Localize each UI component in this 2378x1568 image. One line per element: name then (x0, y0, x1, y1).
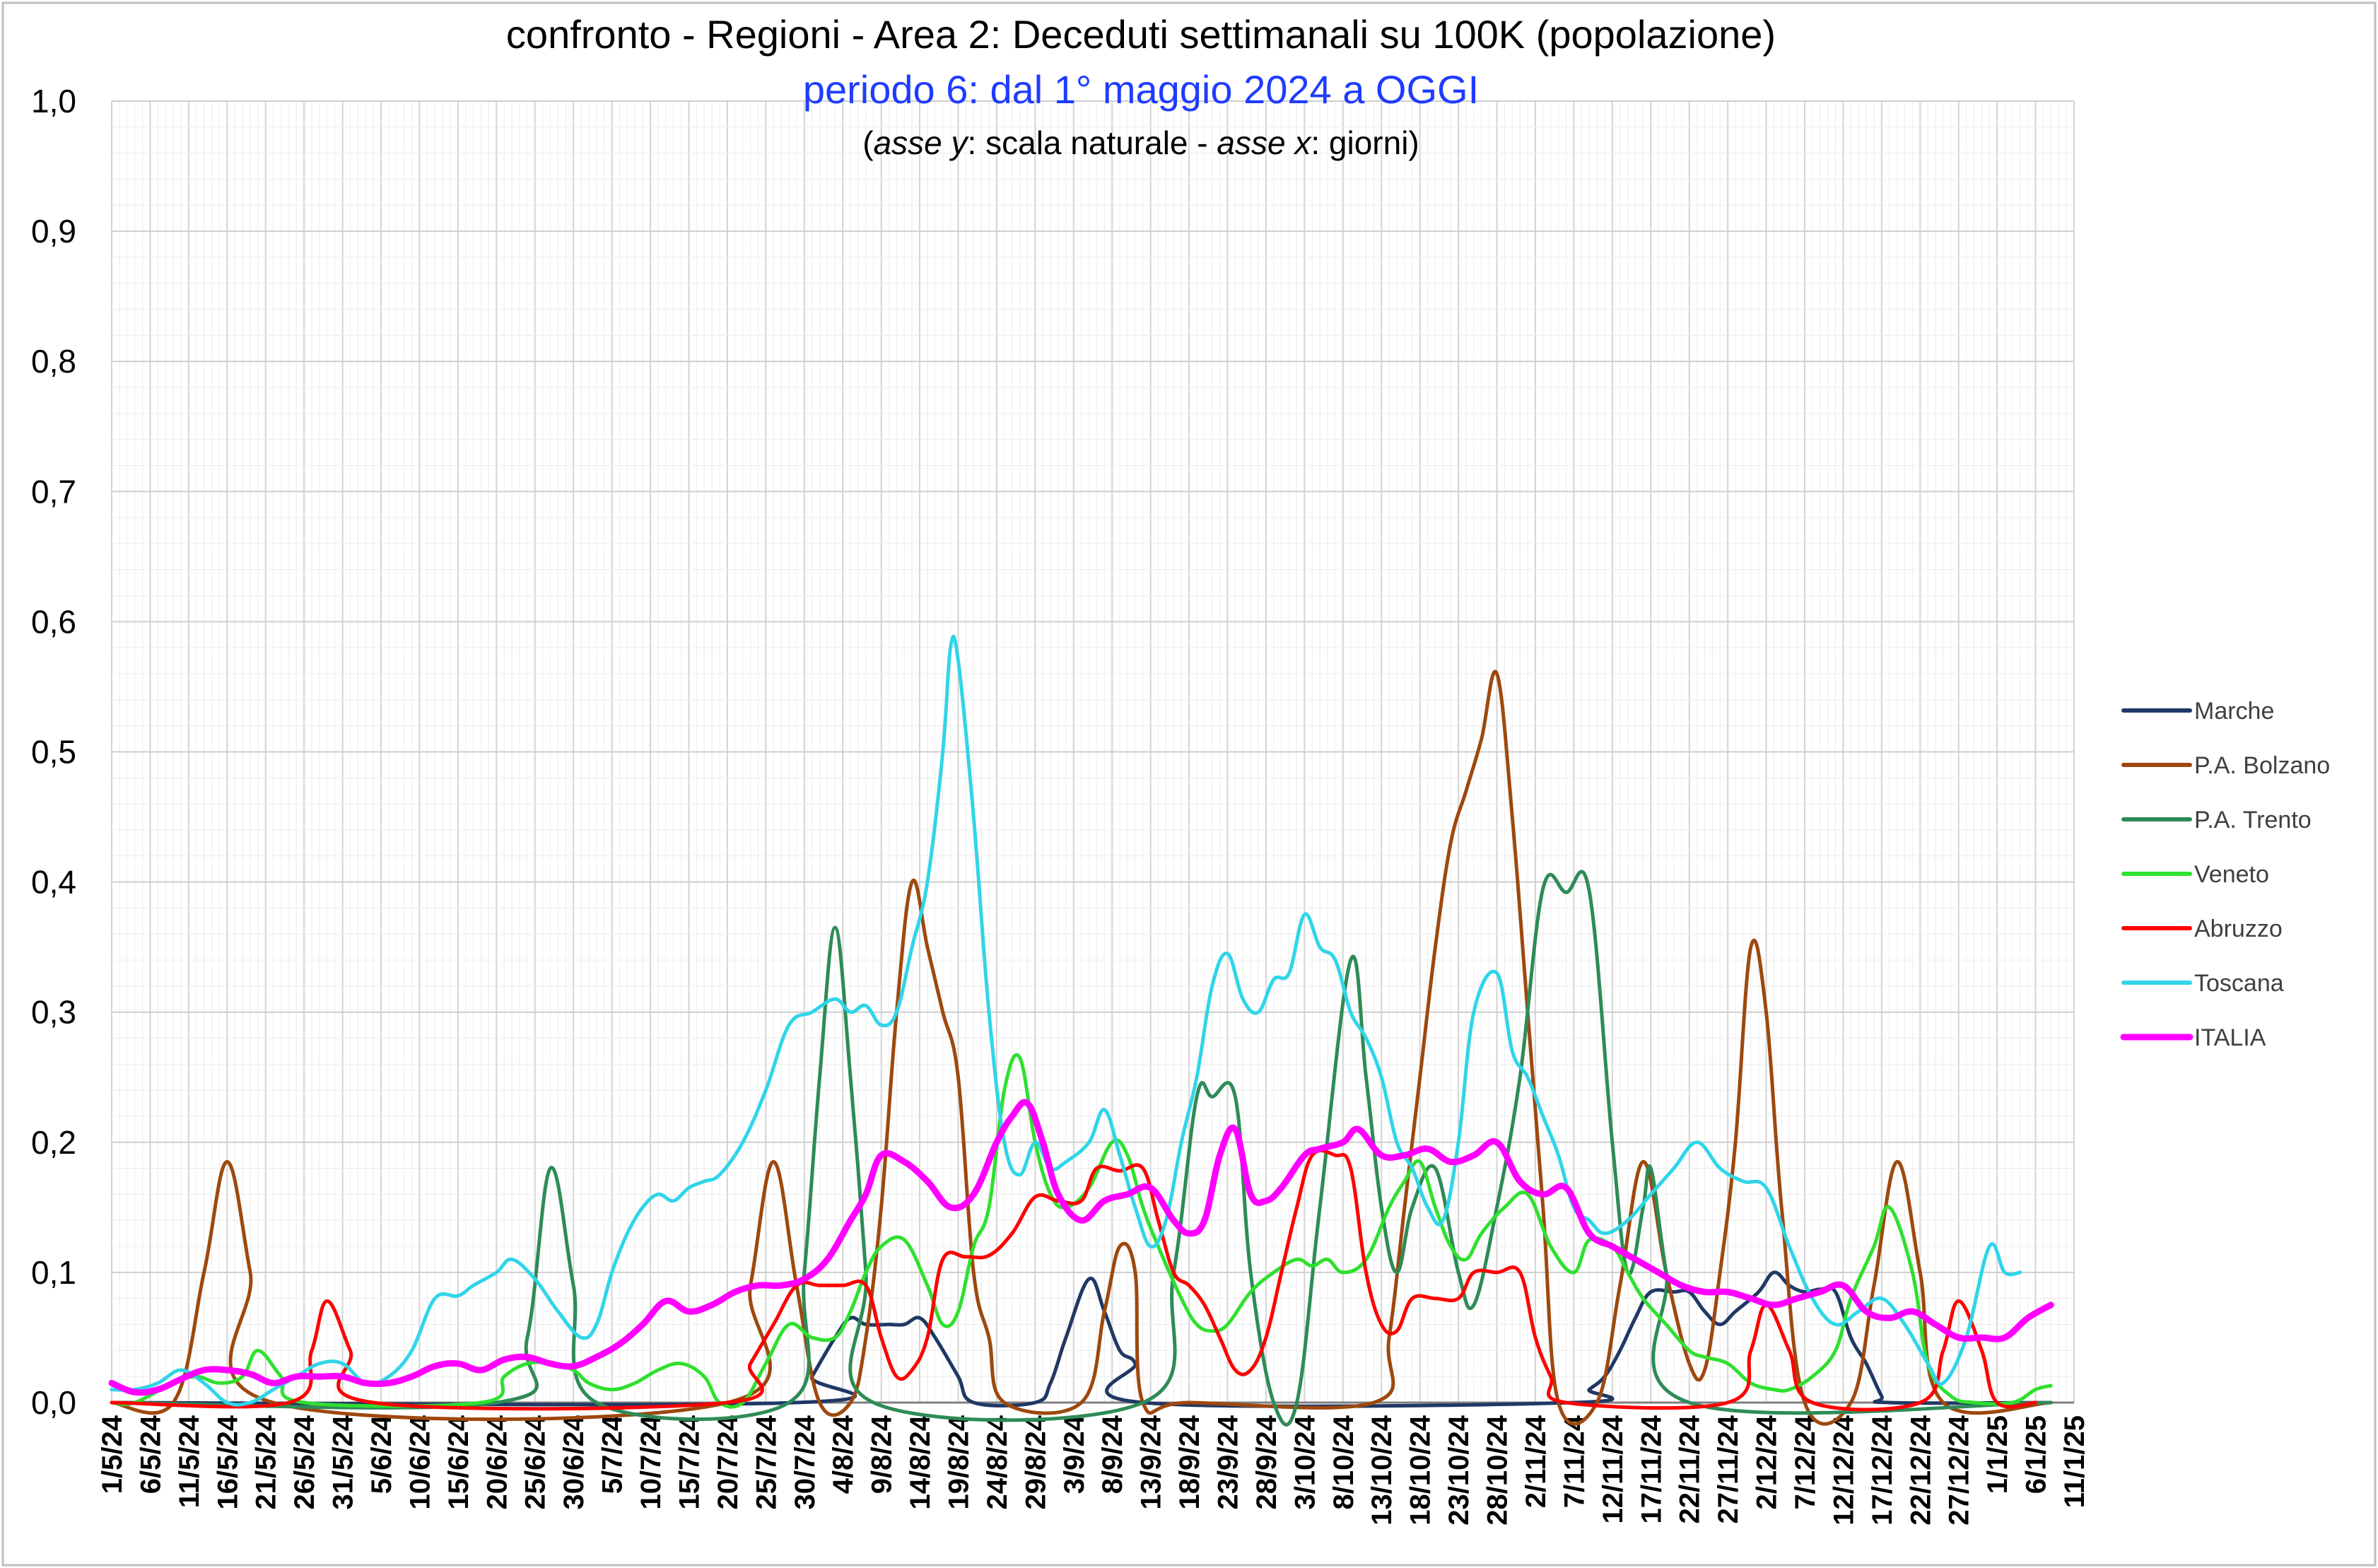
legend-item-toscana: Toscana (2121, 970, 2284, 997)
x-tick-label: 6/1/25 (2021, 1415, 2052, 1494)
x-tick-label: 12/11/24 (1598, 1415, 1629, 1523)
legend-item-italia: ITALIA (2120, 1024, 2266, 1051)
legend-label: P.A. Bolzano (2194, 752, 2330, 779)
x-tick-label: 11/5/24 (174, 1415, 205, 1508)
series-layer (108, 634, 2054, 1427)
x-tick-label: 3/10/24 (1289, 1415, 1320, 1509)
x-tick-label: 21/5/24 (251, 1415, 282, 1509)
x-tick-label: 27/11/24 (1713, 1415, 1744, 1523)
chart-note: (asse y: scala naturale - asse x: giorni… (862, 124, 1419, 161)
x-tick-label: 10/7/24 (636, 1415, 667, 1509)
series-line-italia (108, 1099, 2054, 1396)
note-end: : giorni) (1311, 124, 1419, 161)
series-line-toscana (110, 634, 2022, 1407)
y-tick-label: 0,9 (31, 213, 76, 250)
legend-label: Toscana (2194, 970, 2284, 997)
x-tick-label: 10/6/24 (404, 1415, 435, 1509)
y-tick-label: 0,6 (31, 603, 76, 640)
x-tick-label: 2/12/24 (1752, 1415, 1783, 1509)
x-tick-label: 23/10/24 (1443, 1415, 1475, 1525)
x-tick-label: 1/1/25 (1982, 1415, 2013, 1494)
x-tick-label: 27/12/24 (1944, 1415, 1975, 1525)
x-tick-label: 7/12/24 (1790, 1415, 1821, 1509)
y-tick-label: 0,0 (31, 1384, 76, 1421)
series-line-p-a-trento (110, 870, 2053, 1427)
x-tick-label: 28/10/24 (1482, 1415, 1513, 1525)
x-tick-label: 20/6/24 (481, 1415, 512, 1509)
x-tick-label: 22/11/24 (1675, 1415, 1706, 1523)
x-tick-label: 23/9/24 (1213, 1415, 1244, 1509)
x-tick-label: 19/8/24 (943, 1415, 974, 1509)
x-tick-label: 6/5/24 (135, 1415, 166, 1494)
y-tick-label: 1,0 (31, 83, 76, 119)
note-y-axis: asse y (874, 124, 970, 161)
plot-grid (111, 100, 2075, 1404)
note-x-axis: asse x (1217, 124, 1312, 161)
x-tick-label: 20/7/24 (713, 1415, 744, 1509)
x-tick-label: 15/6/24 (443, 1415, 474, 1509)
axis-ticks: 0,00,10,20,30,40,50,60,70,80,91,01/5/24 6… (31, 83, 2090, 1526)
legend-item-p-a-trento: P.A. Trento (2121, 807, 2312, 833)
x-tick-label: 1/5/24 (97, 1415, 128, 1494)
x-tick-label: 26/5/24 (289, 1415, 320, 1509)
y-tick-label: 0,8 (31, 343, 76, 380)
legend-label: Abruzzo (2194, 915, 2283, 942)
note-open: ( (862, 124, 874, 161)
series-line-abruzzo (110, 1149, 2038, 1412)
x-tick-label: 31/5/24 (328, 1415, 359, 1509)
x-tick-label: 8/10/24 (1328, 1415, 1359, 1509)
x-tick-label: 18/9/24 (1174, 1415, 1205, 1509)
x-tick-label: 7/11/24 (1559, 1415, 1590, 1508)
x-tick-label: 30/7/24 (790, 1415, 821, 1509)
x-tick-label: 24/8/24 (982, 1415, 1013, 1509)
legend-label: ITALIA (2194, 1024, 2266, 1051)
series-line-veneto (110, 1053, 2053, 1409)
legend-item-p-a-bolzano: P.A. Bolzano (2121, 752, 2330, 779)
y-tick-label: 0,4 (31, 864, 76, 901)
x-tick-label: 17/11/24 (1636, 1415, 1667, 1523)
x-tick-label: 15/7/24 (674, 1415, 705, 1509)
x-tick-label: 18/10/24 (1405, 1415, 1436, 1525)
x-tick-label: 13/9/24 (1136, 1415, 1167, 1509)
legend-label: Marche (2194, 698, 2274, 725)
x-tick-label: 30/6/24 (558, 1415, 590, 1509)
x-tick-label: 8/9/24 (1097, 1415, 1128, 1494)
x-tick-label: 28/9/24 (1251, 1415, 1282, 1509)
x-tick-label: 14/8/24 (905, 1415, 936, 1509)
x-tick-label: 25/7/24 (751, 1415, 782, 1509)
x-tick-label: 5/7/24 (597, 1415, 628, 1494)
note-mid: : scala naturale - (968, 124, 1217, 161)
x-tick-label: 3/9/24 (1059, 1415, 1090, 1494)
y-tick-label: 0,5 (31, 734, 76, 771)
legend-item-marche: Marche (2121, 698, 2274, 725)
x-tick-label: 4/8/24 (828, 1415, 859, 1494)
x-tick-label: 16/5/24 (212, 1415, 243, 1509)
x-tick-label: 25/6/24 (520, 1415, 551, 1509)
legend-label: P.A. Trento (2194, 807, 2312, 833)
x-tick-label: 29/8/24 (1020, 1415, 1051, 1509)
y-tick-label: 0,2 (31, 1124, 76, 1161)
series-line-p-a-bolzano (110, 669, 2053, 1426)
chart-title: confronto - Regioni - Area 2: Deceduti s… (506, 12, 1776, 57)
x-tick-label: 2/11/24 (1521, 1415, 1552, 1508)
chart-subtitle: periodo 6: dal 1° maggio 2024 a OGGI (803, 67, 1479, 112)
y-tick-label: 0,3 (31, 994, 76, 1031)
y-tick-label: 0,1 (31, 1254, 76, 1291)
x-tick-label: 5/6/24 (366, 1415, 397, 1494)
legend-label: Veneto (2194, 861, 2269, 888)
chart-legend: Marche P.A. Bolzano P.A. Trento Veneto Abruz… (2120, 698, 2330, 1051)
x-tick-label: 22/12/24 (1905, 1415, 1936, 1525)
x-tick-label: 13/10/24 (1366, 1415, 1398, 1525)
legend-item-veneto: Veneto (2121, 861, 2269, 888)
legend-item-abruzzo: Abruzzo (2121, 915, 2283, 942)
x-tick-label: 12/12/24 (1828, 1415, 1859, 1525)
x-tick-label: 9/8/24 (867, 1415, 898, 1494)
x-tick-label: 11/1/25 (2059, 1415, 2090, 1508)
y-tick-label: 0,7 (31, 473, 76, 510)
x-tick-label: 17/12/24 (1867, 1415, 1898, 1525)
